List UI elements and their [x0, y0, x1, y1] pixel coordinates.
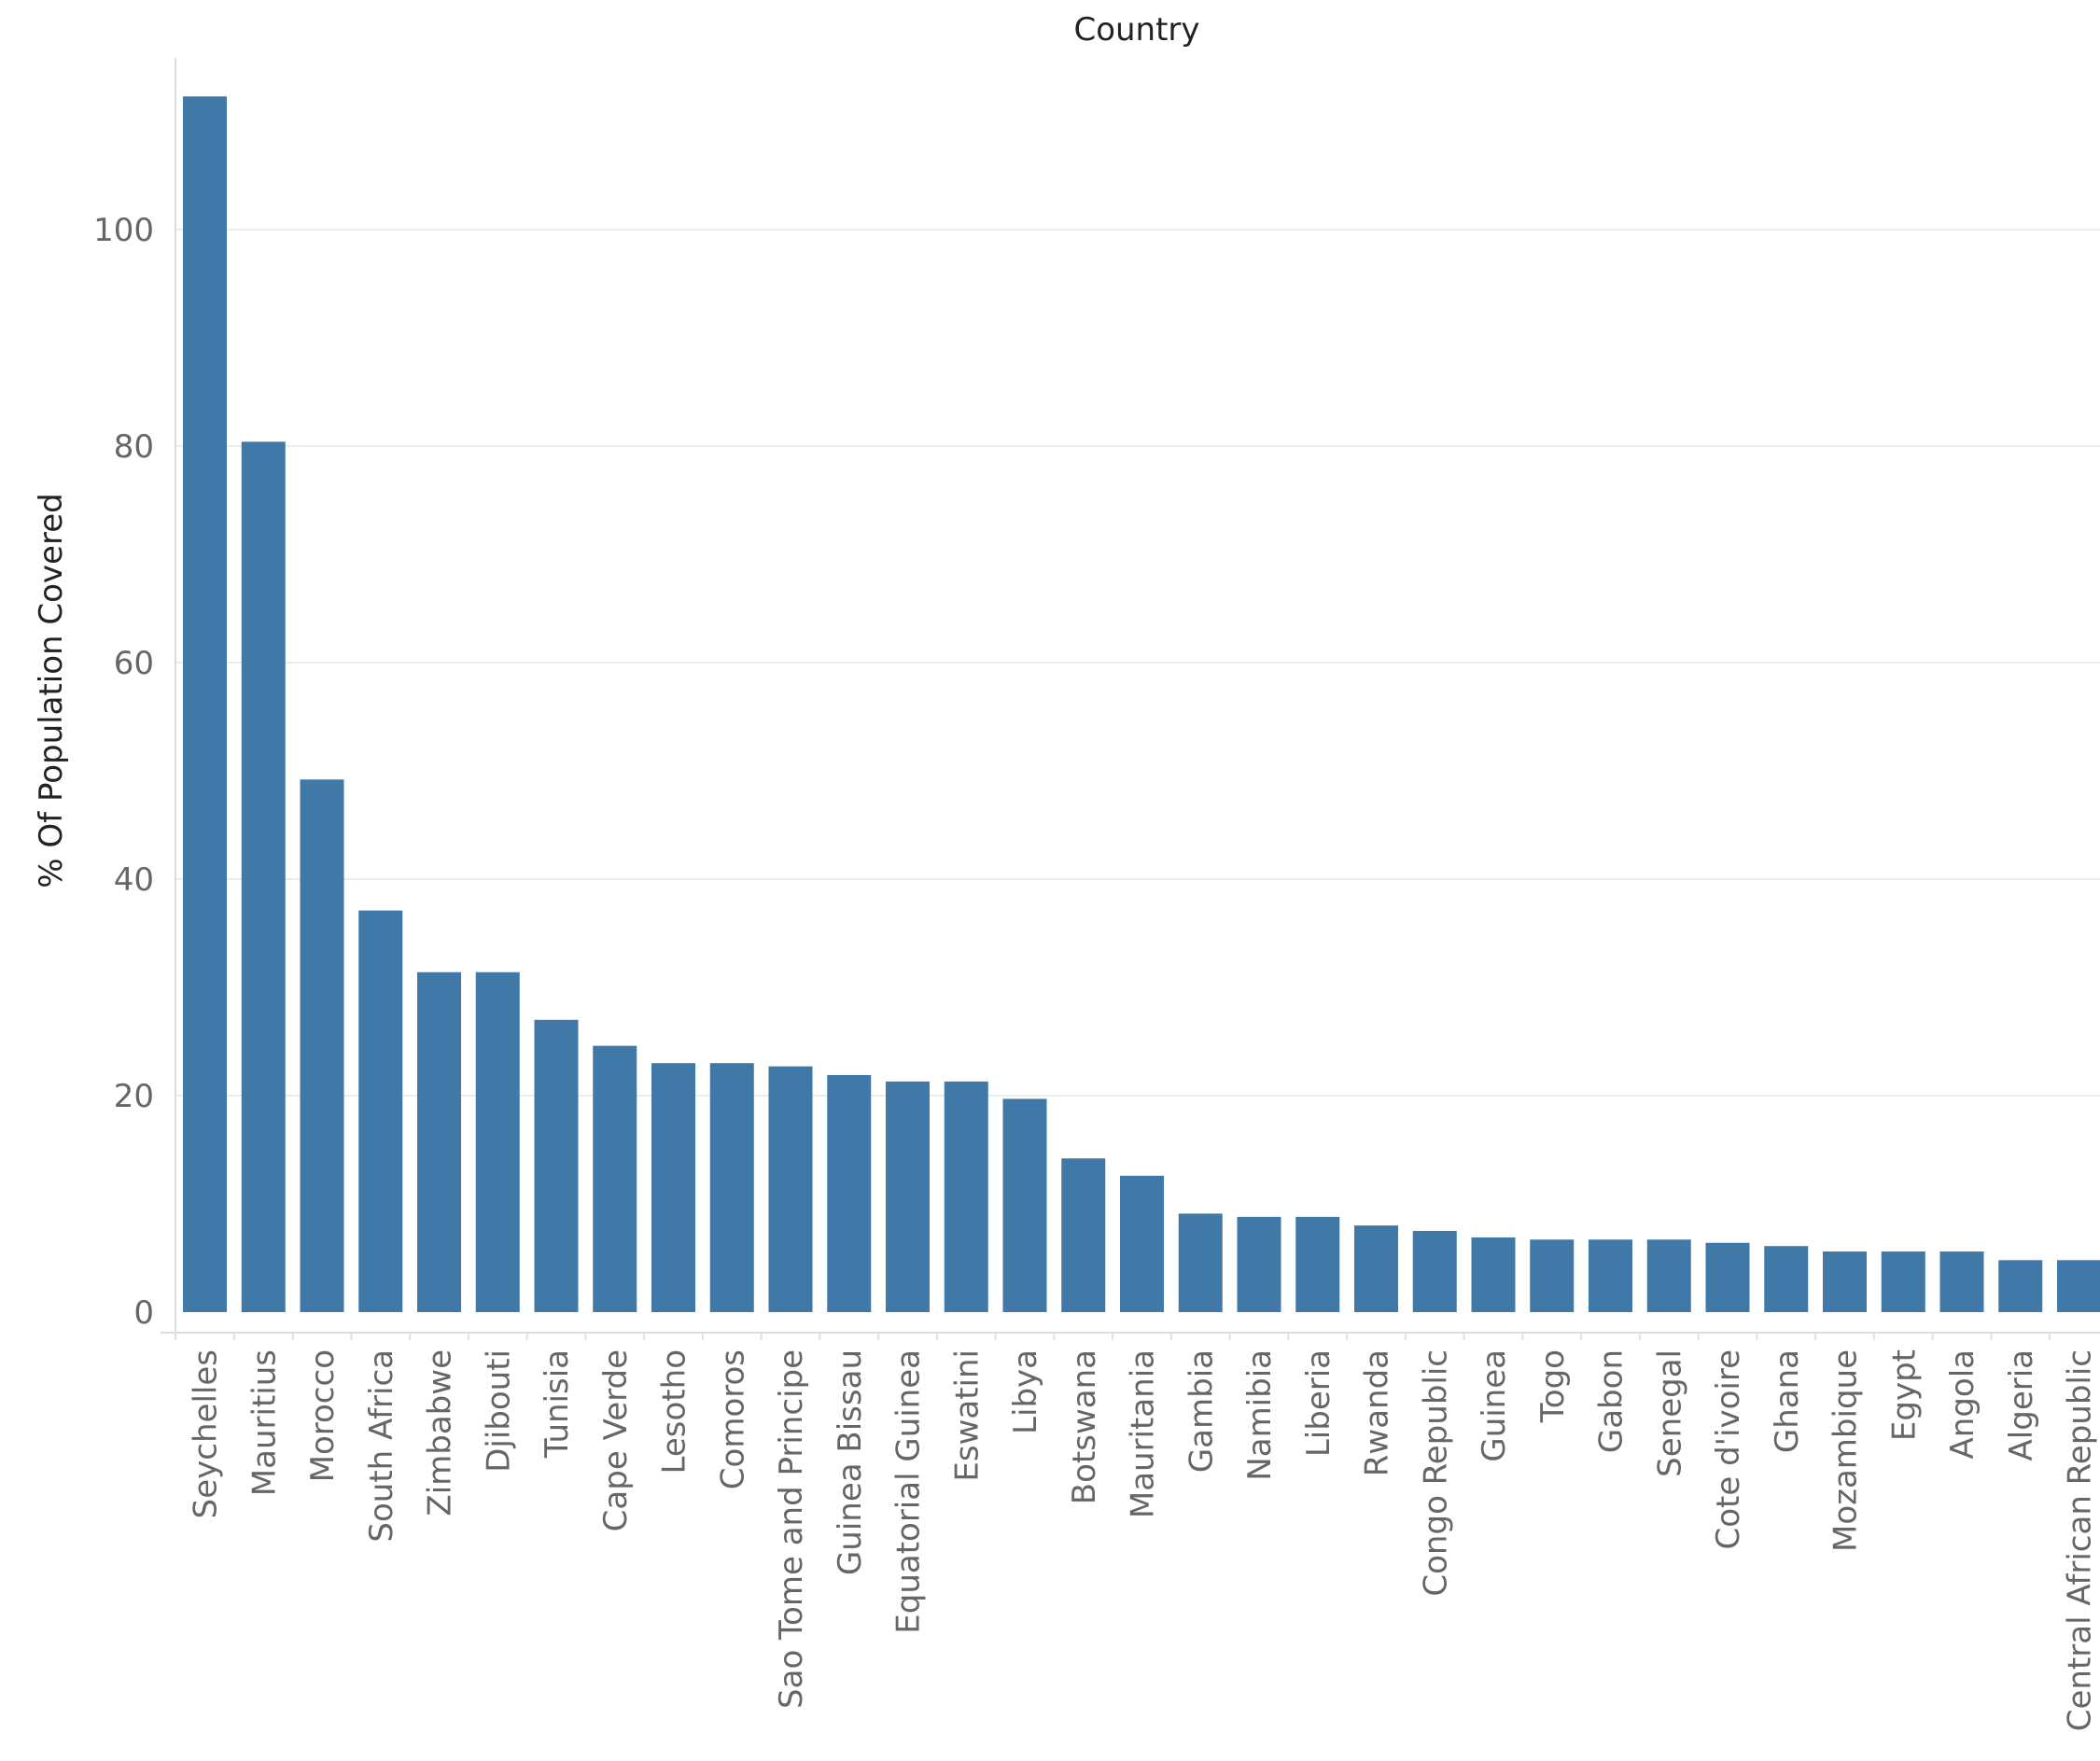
bar [183, 96, 227, 1313]
bar [1998, 1260, 2043, 1312]
x-tick-label: Botswana [1066, 1349, 1103, 1504]
gridlines [175, 229, 2100, 1097]
bar [1881, 1251, 1925, 1312]
x-tick-label: Cote d'ivoire [1710, 1349, 1747, 1550]
x-tick-label: Mozambique [1827, 1349, 1865, 1552]
x-tick-label: Zimbabwe [422, 1349, 459, 1516]
y-tick-label: 100 [93, 212, 154, 249]
x-tick-label: Tunisia [539, 1349, 576, 1459]
y-tick-label: 20 [114, 1078, 154, 1115]
bar [241, 441, 286, 1312]
x-tick-label: Mauritius [245, 1349, 283, 1496]
x-tick-label: Seychelles [188, 1349, 225, 1518]
x-tick-label: Guinea [1476, 1349, 1513, 1462]
bar [709, 1063, 754, 1312]
y-tick-label: 60 [114, 645, 154, 682]
x-tick-label: Liberia [1300, 1349, 1337, 1457]
x-tick-label: Djibouti [480, 1349, 517, 1473]
x-tick-label: Morocco [304, 1349, 342, 1482]
bar [1530, 1239, 1575, 1312]
bar [768, 1066, 813, 1312]
x-tick-label: Gambia [1183, 1349, 1220, 1473]
x-tick-label: Egypt [1885, 1349, 1923, 1441]
bar [886, 1081, 930, 1312]
y-tick-label: 0 [133, 1294, 154, 1332]
x-tick-label: Equatorial Guinea [890, 1349, 928, 1634]
bar [1764, 1246, 1809, 1312]
x-tick-label: South Africa [363, 1349, 400, 1543]
y-axis-label: % Of Population Covered [33, 493, 70, 887]
bar [593, 1045, 637, 1312]
bar [2057, 1260, 2100, 1312]
x-tick-label: Senegal [1651, 1349, 1688, 1477]
y-axis-ticks: 0 20 40 60 80 100 [93, 212, 154, 1332]
x-tick-label: Algeria [2003, 1349, 2040, 1461]
x-tick-label: Lesotho [656, 1349, 693, 1474]
bar [1589, 1239, 1632, 1312]
bar [1178, 1213, 1223, 1312]
x-tick-label: Namibia [1241, 1349, 1279, 1481]
x-tick-label: Eswatini [948, 1349, 986, 1482]
bar [651, 1063, 695, 1312]
bar [1471, 1237, 1516, 1312]
x-tick-label: Angola [1944, 1349, 1981, 1459]
chart-title: Country [1073, 11, 1199, 49]
x-tick-label: Mauritania [1125, 1349, 1162, 1518]
x-tick-label: Gabon [1593, 1349, 1631, 1453]
x-tick-label: Sao Tome and Principe [773, 1349, 810, 1709]
bar [358, 910, 403, 1312]
x-axis-ticks: Seychelles Mauritius Morocco South Africa Zi… [175, 1333, 2099, 1731]
bar [1354, 1225, 1398, 1312]
x-tick-label: Central African Republic [2062, 1349, 2099, 1731]
bar [1002, 1098, 1047, 1312]
bar [475, 971, 520, 1312]
bar [1939, 1251, 1984, 1312]
bar [1412, 1231, 1457, 1312]
bar [944, 1081, 988, 1312]
x-tick-label: Ghana [1769, 1349, 1806, 1453]
x-tick-label: Libya [1007, 1349, 1044, 1434]
bar [1823, 1251, 1867, 1312]
bars [183, 96, 2100, 1313]
bar [827, 1074, 872, 1312]
x-tick-label: Comoros [714, 1349, 751, 1489]
x-tick-label: Rwanda [1359, 1349, 1396, 1476]
x-tick-label: Togo [1534, 1349, 1572, 1423]
bar [1705, 1242, 1750, 1312]
y-tick-label: 40 [114, 861, 154, 899]
bar [1646, 1239, 1691, 1312]
x-tick-label: Guinea Bissau [832, 1349, 869, 1575]
y-tick-label: 80 [114, 428, 154, 466]
x-tick-label: Congo Republic [1417, 1349, 1454, 1597]
bar [1237, 1216, 1281, 1312]
bar [534, 1019, 579, 1312]
bar [1295, 1216, 1340, 1312]
bar [1120, 1175, 1164, 1312]
bar [1061, 1158, 1106, 1312]
bar [417, 971, 461, 1312]
bar [300, 779, 344, 1312]
x-tick-label: Cape Verde [597, 1349, 635, 1531]
